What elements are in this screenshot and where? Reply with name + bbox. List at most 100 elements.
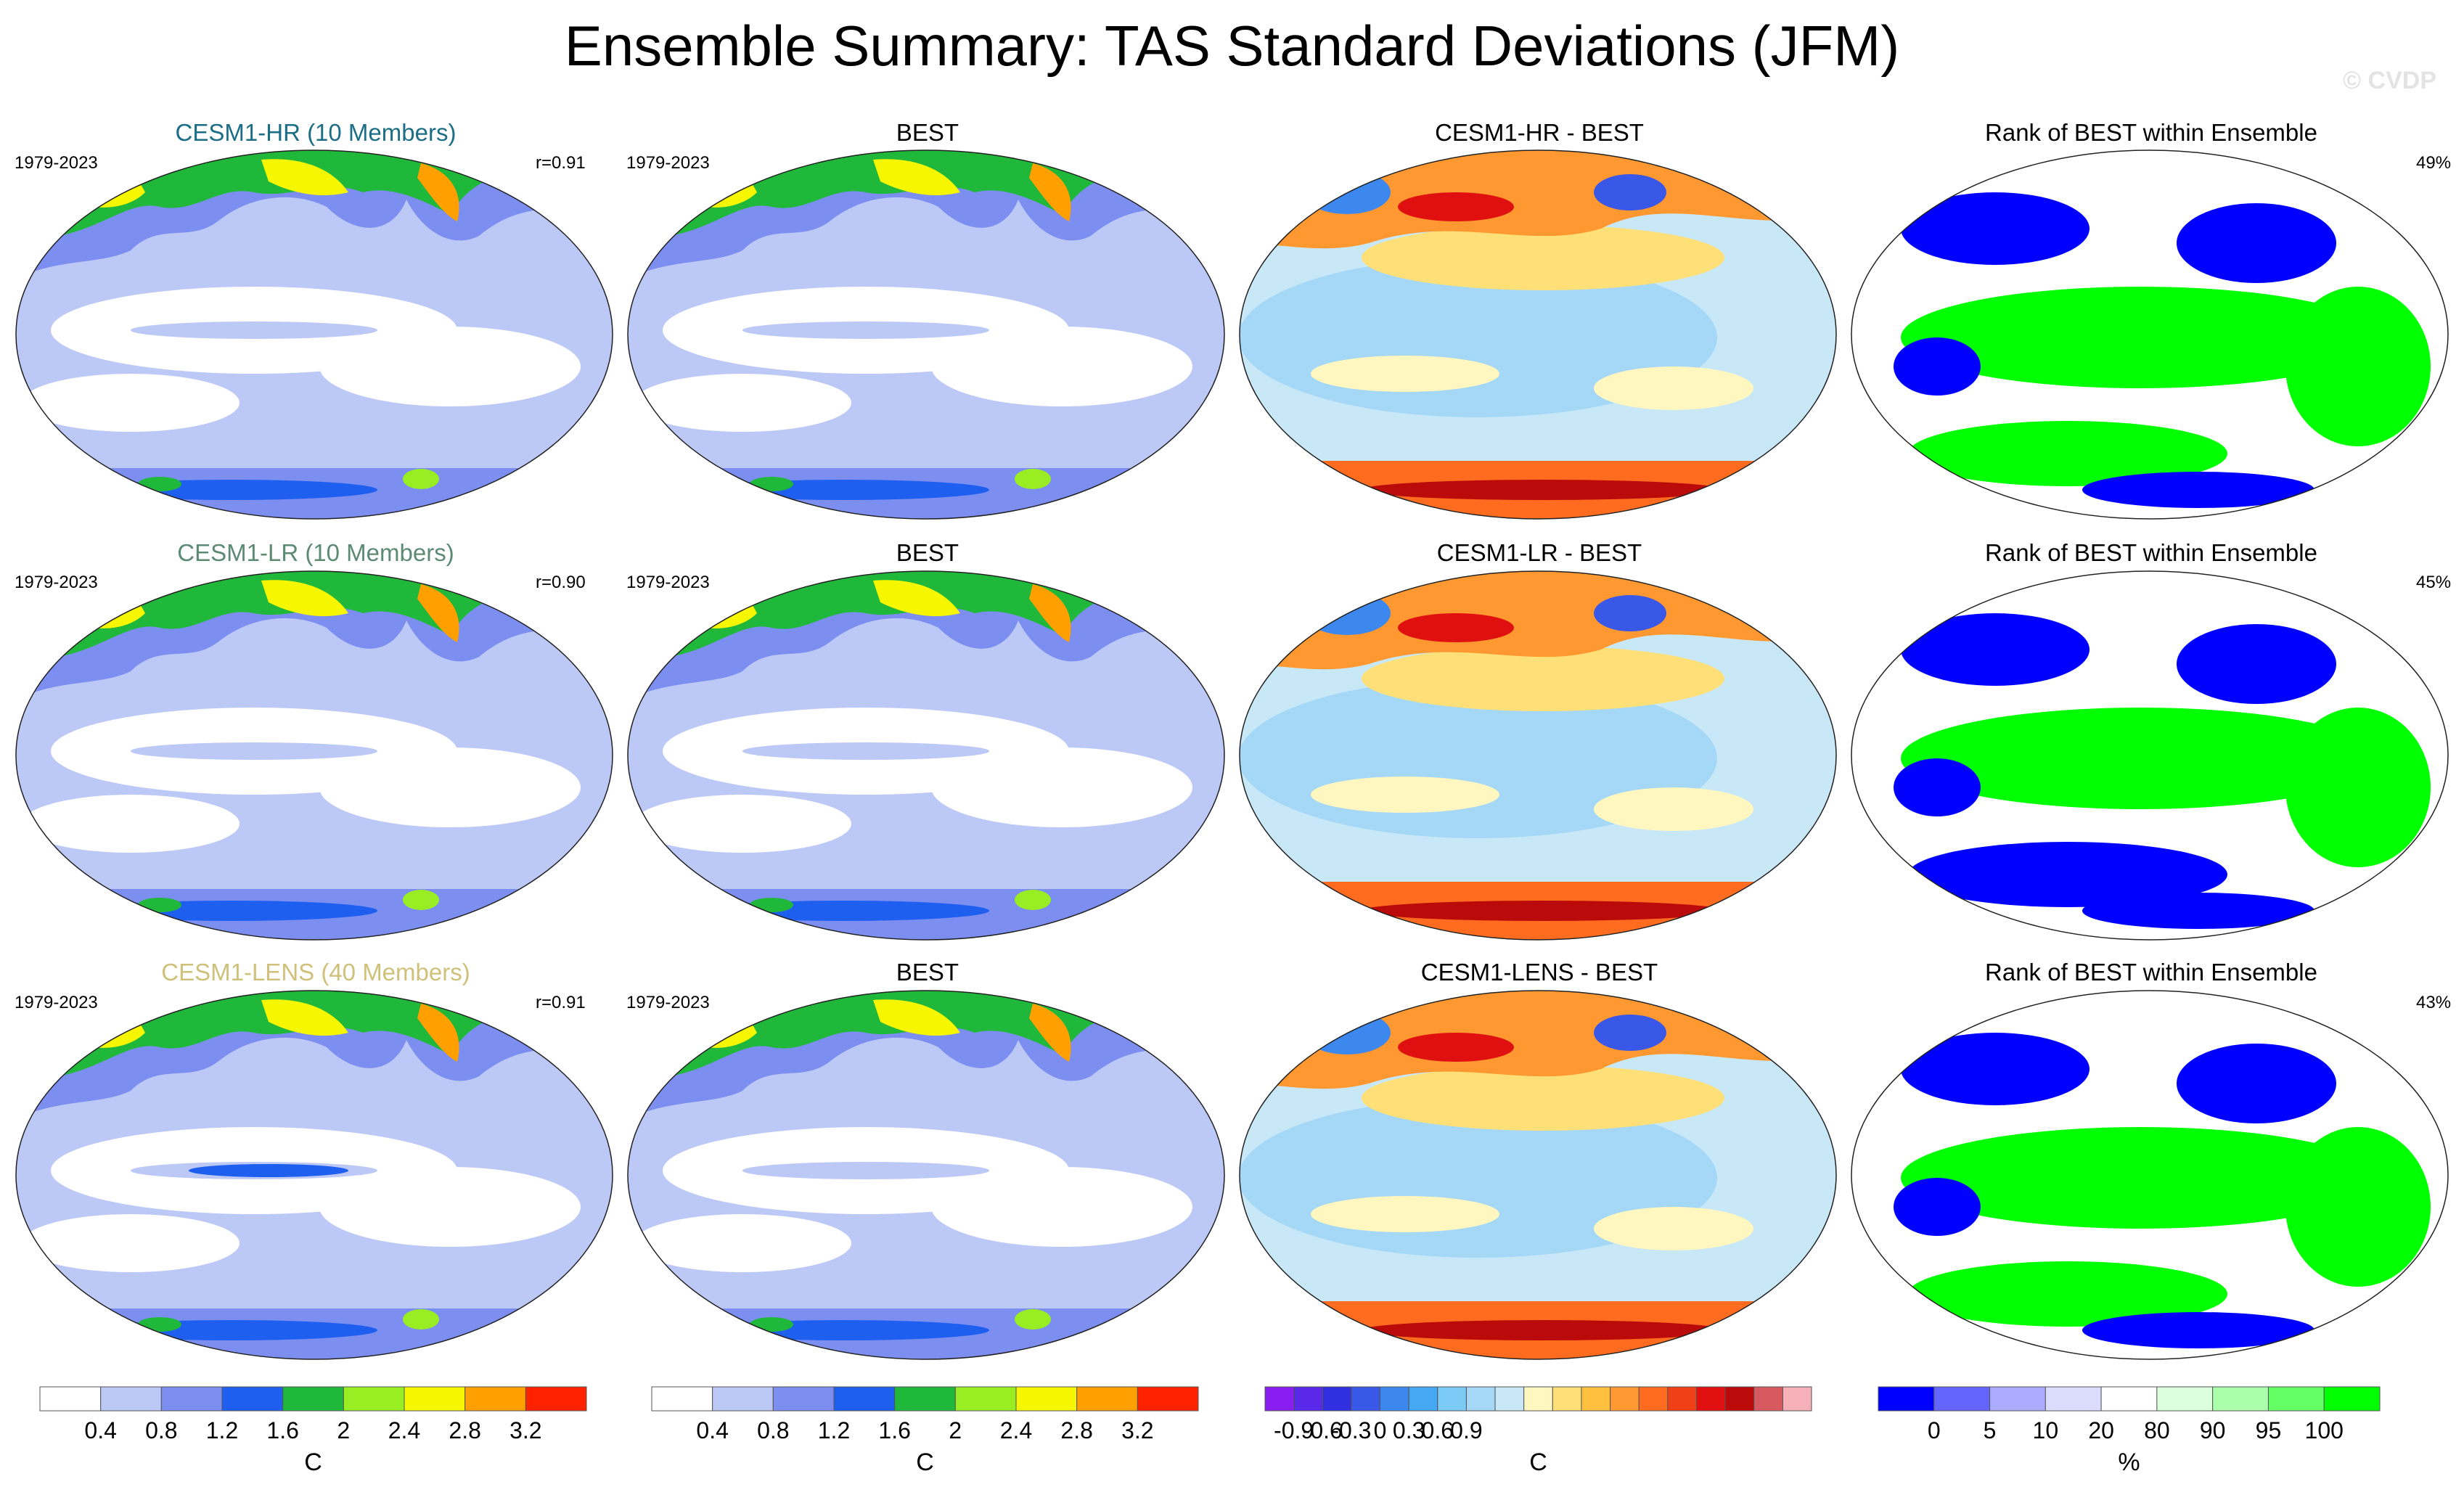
colorbar-swatch <box>1695 1386 1726 1412</box>
rank-percent: 45% <box>2416 573 2452 592</box>
colorbar-tick-label: 3.2 <box>1121 1417 1153 1443</box>
colorbar-unit: C <box>1529 1449 1547 1476</box>
colorbar-tick-label: 1.2 <box>206 1417 238 1443</box>
colorbar-swatch <box>39 1386 102 1412</box>
map-diff <box>1239 570 1837 941</box>
colorbar-tick-label: 0.6 <box>1422 1417 1454 1443</box>
map-rank <box>1851 570 2449 941</box>
colorbar-tick-label: 100 <box>2305 1417 2344 1443</box>
colorbar-swatch <box>894 1386 956 1412</box>
pattern-correlation: r=0.91 <box>536 153 586 173</box>
colorbar-unit: C <box>916 1449 934 1476</box>
colorbar-swatch <box>833 1386 896 1412</box>
panel-title-model: CESM1-HR (10 Members) <box>175 119 457 146</box>
colorbar-tick-label: 0 <box>1928 1417 1941 1443</box>
colorbar-tick-label: 20 <box>2088 1417 2114 1443</box>
figure-title: Ensemble Summary: TAS Standard Deviation… <box>564 14 1900 78</box>
colorbar-tick-label: 2.8 <box>1060 1417 1092 1443</box>
map-field <box>16 150 613 519</box>
colorbar-swatch <box>100 1386 162 1412</box>
colorbar-tick-label: -0.6 <box>1303 1417 1343 1443</box>
rank-percent: 49% <box>2416 153 2452 173</box>
colorbar-swatch <box>1322 1386 1352 1412</box>
colorbar-tick-label: 1.6 <box>878 1417 910 1443</box>
colorbar-tick-label: 2 <box>337 1417 350 1443</box>
colorbar-tick-label: 2 <box>949 1417 962 1443</box>
colorbar-swatch <box>343 1386 405 1412</box>
colorbar-tick-label: 2.4 <box>388 1417 420 1443</box>
colorbar-swatch <box>1076 1386 1138 1412</box>
panel-title-rank: Rank of BEST within Ensemble <box>1985 119 2317 146</box>
colorbar-swatch <box>1380 1386 1409 1412</box>
map-diff <box>1239 990 1837 1360</box>
colorbar-tick-label: 95 <box>2256 1417 2282 1443</box>
period-label: 1979-2023 <box>15 573 98 592</box>
colorbar-tick-label: 1.2 <box>818 1417 850 1443</box>
colorbar-swatch <box>2267 1386 2325 1412</box>
colorbar-swatch <box>1293 1386 1323 1412</box>
map-field <box>1240 991 1836 1359</box>
colorbar-swatch <box>651 1386 713 1412</box>
map-field <box>1851 150 2448 519</box>
colorbar-3: -0.9-0.6-0.3 0 0.30.60.9 C <box>1264 1386 1812 1476</box>
colorbar-swatch <box>1437 1386 1467 1412</box>
colorbar-tick-label: 0.4 <box>84 1417 116 1443</box>
period-label: 1979-2023 <box>626 573 710 592</box>
colorbar-swatch <box>772 1386 835 1412</box>
map-rank <box>1851 990 2449 1360</box>
colorbar-swatch <box>1552 1386 1582 1412</box>
colorbar-1: 0.4 0.8 1.2 1.6 2 2.4 2.8 3.2 C <box>39 1386 587 1476</box>
colorbar-swatch <box>712 1386 774 1412</box>
rank-percent: 43% <box>2416 993 2452 1012</box>
colorbar-swatch <box>1989 1386 2046 1412</box>
colorbar-swatch <box>525 1386 587 1412</box>
colorbar-unit: % <box>2118 1449 2140 1476</box>
colorbar-tick-label: 10 <box>2033 1417 2059 1443</box>
colorbar-tick-label: -0.9 <box>1274 1417 1314 1443</box>
map-model <box>15 990 613 1360</box>
colorbar-swatch <box>2045 1386 2102 1412</box>
colorbar-swatch <box>1933 1386 1991 1412</box>
colorbar-swatch <box>1610 1386 1640 1412</box>
colorbar-swatch <box>404 1386 466 1412</box>
map-obs <box>627 570 1225 941</box>
colorbar-swatch <box>1264 1386 1295 1412</box>
map-model <box>15 149 613 520</box>
map-field <box>16 571 613 940</box>
map-model <box>15 570 613 941</box>
colorbar-tick-label: 3.2 <box>509 1417 541 1443</box>
colorbar-tick-label: 0.9 <box>1450 1417 1482 1443</box>
colorbar-swatch <box>1465 1386 1496 1412</box>
colorbar-swatch <box>1638 1386 1669 1412</box>
colorbar-tick-label: 5 <box>1984 1417 1997 1443</box>
map-field <box>628 991 1224 1359</box>
colorbar-swatch <box>1523 1386 1553 1412</box>
panel-title-model: CESM1-LR (10 Members) <box>177 539 454 566</box>
map-field <box>628 150 1224 519</box>
colorbar-swatch <box>1724 1386 1755 1412</box>
colorbar-tick-label: 2.8 <box>449 1417 480 1443</box>
map-obs <box>627 149 1225 520</box>
colorbar-swatch <box>2212 1386 2269 1412</box>
panel-title-diff: CESM1-LENS - BEST <box>1420 959 1658 986</box>
colorbar-tick-label: 0.3 <box>1393 1417 1425 1443</box>
colorbar-tick-label: 0.8 <box>757 1417 789 1443</box>
colorbar-swatch <box>2156 1386 2214 1412</box>
panel-title-rank: Rank of BEST within Ensemble <box>1985 959 2317 986</box>
map-field <box>628 571 1224 940</box>
colorbar-swatch <box>1494 1386 1525 1412</box>
period-label: 1979-2023 <box>626 153 710 173</box>
period-label: 1979-2023 <box>15 153 98 173</box>
colorbar-swatch <box>221 1386 284 1412</box>
period-label: 1979-2023 <box>15 993 98 1012</box>
panel-title-obs: BEST <box>896 959 959 986</box>
map-diff <box>1239 149 1837 520</box>
colorbar-tick-label: 1.6 <box>266 1417 298 1443</box>
colorbar-swatch <box>1782 1386 1812 1412</box>
panel-title-obs: BEST <box>896 539 959 566</box>
colorbar-swatch <box>1753 1386 1783 1412</box>
colorbar-swatch <box>464 1386 526 1412</box>
colorbar-2: 0.4 0.8 1.2 1.6 2 2.4 2.8 3.2 C <box>651 1386 1199 1476</box>
cvdp-watermark: © CVDP <box>2343 67 2436 94</box>
map-field <box>1851 571 2448 940</box>
